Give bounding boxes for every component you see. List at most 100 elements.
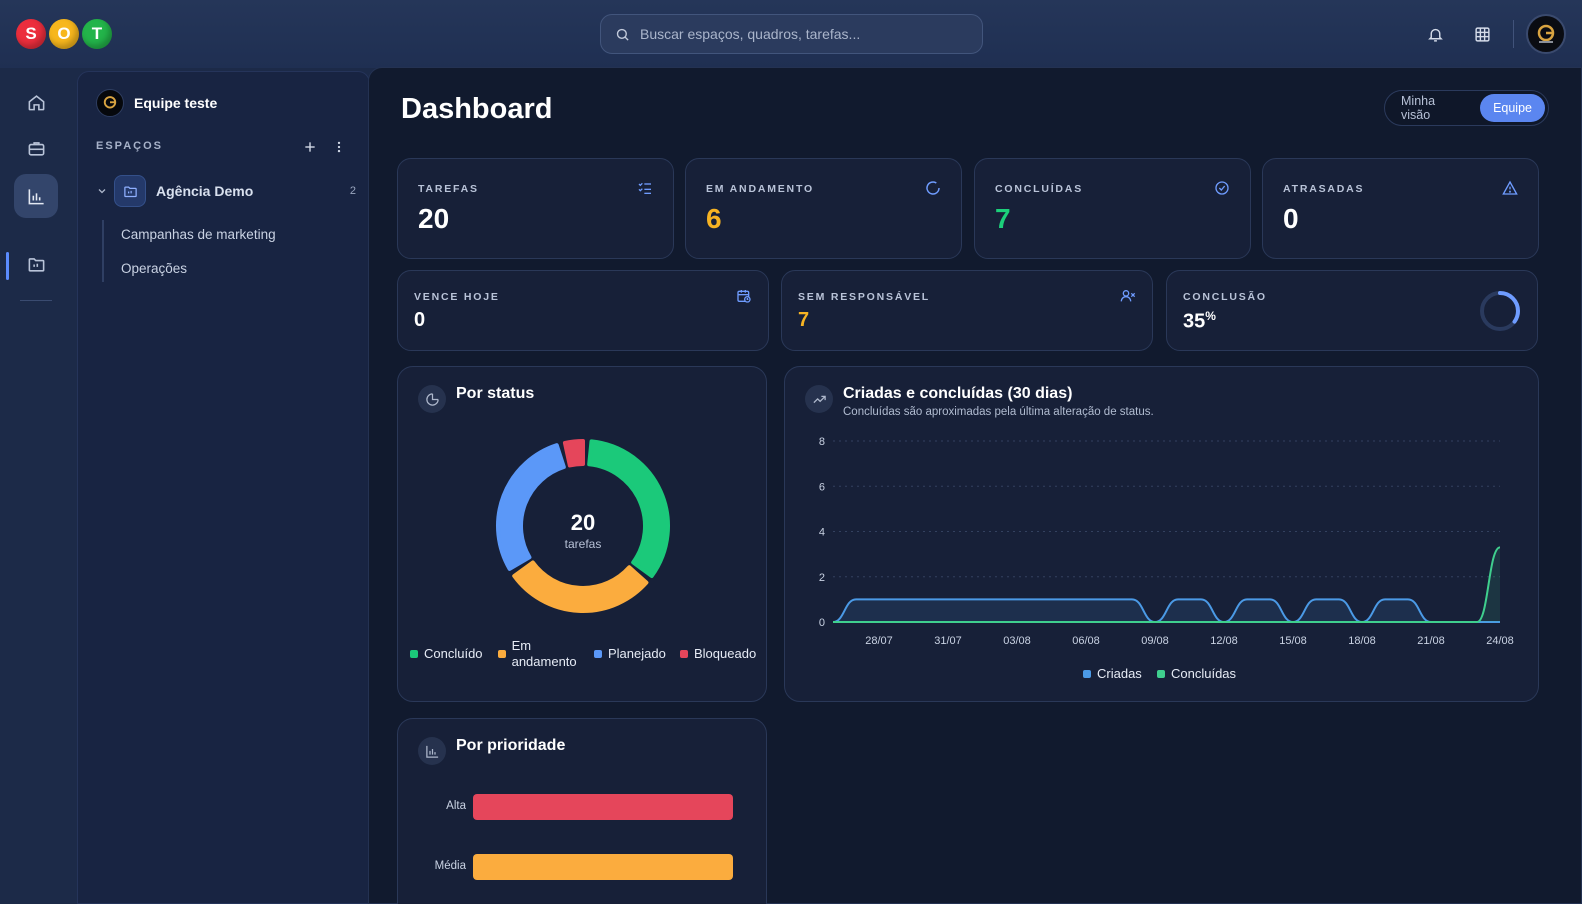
donut-slice-planejado[interactable] — [496, 443, 566, 571]
x-tick-label: 24/08 — [1486, 635, 1514, 647]
notifications-button[interactable] — [1423, 22, 1447, 46]
search-input[interactable]: Buscar espaços, quadros, tarefas... — [600, 14, 983, 54]
space-options-button[interactable] — [330, 138, 348, 156]
plus-icon — [305, 142, 315, 152]
stat-label: CONCLUSÃO — [1183, 291, 1267, 303]
stat-label: CONCLUÍDAS — [995, 183, 1083, 195]
panel-title: Por status — [456, 385, 535, 402]
chevron-down-icon[interactable] — [96, 185, 108, 197]
status-donut-chart: 20 tarefas — [496, 439, 670, 613]
panel-title: Criadas e concluídas (30 dias) — [843, 385, 1073, 402]
more-vertical-icon — [337, 141, 341, 153]
user-x-icon — [1119, 287, 1137, 305]
space-name: Agência Demo — [156, 183, 254, 199]
legend-swatch — [410, 649, 418, 658]
progress-ring-icon — [1480, 291, 1520, 331]
legend-label: Concluídas — [1171, 666, 1237, 681]
trend-chart: 0 2 4 6 8 28/07 31/07 03/08 06/08 09/08 12/08 15/08… — [819, 436, 1514, 647]
legend-label: Concluído — [424, 646, 483, 661]
apps-button[interactable] — [1470, 22, 1494, 46]
completion-value: 35 — [1183, 310, 1206, 333]
legend-item: Planejado — [594, 646, 666, 661]
logo-letter: T — [82, 19, 112, 49]
trend-panel: Criadas e concluídas (30 dias) Concluída… — [784, 366, 1539, 702]
x-tick-label: 18/08 — [1348, 635, 1376, 647]
y-tick-label: 2 — [819, 572, 825, 584]
priority-bar-média[interactable] — [473, 854, 733, 880]
team-name: Equipe teste — [134, 95, 218, 111]
stat-value: 6 — [706, 203, 722, 234]
nav-dashboard[interactable] — [14, 174, 58, 218]
nav-spaces[interactable] — [14, 242, 58, 286]
priority-bar-alta[interactable] — [473, 794, 733, 820]
donut-slice-bloqueado[interactable] — [562, 439, 585, 468]
stat-card-tasks: TAREFAS 20 — [397, 158, 674, 259]
check-circle-icon — [1213, 179, 1231, 197]
legend-swatch — [594, 649, 602, 658]
search-placeholder: Buscar espaços, quadros, tarefas... — [640, 26, 861, 42]
nav-home[interactable] — [14, 80, 58, 124]
y-tick-label: 6 — [819, 481, 825, 493]
toggle-my-view[interactable]: Minha visão — [1401, 94, 1436, 122]
legend-item: Criadas — [1083, 666, 1142, 681]
x-tick-label: 28/07 — [865, 635, 893, 647]
toggle-team[interactable]: Equipe — [1480, 94, 1545, 122]
x-tick-label: 09/08 — [1141, 635, 1169, 647]
series-line-criadas[interactable] — [832, 598, 1500, 624]
panel-subtitle: Concluídas são aproximadas pela última a… — [843, 406, 1154, 418]
x-tick-label: 21/08 — [1417, 635, 1445, 647]
space-item[interactable]: Agência Demo 2 — [96, 174, 356, 208]
x-tick-label: 06/08 — [1072, 635, 1100, 647]
user-avatar[interactable] — [1526, 14, 1566, 54]
donut-slice-em-andamento[interactable] — [512, 560, 649, 613]
stat-label: VENCE HOJE — [414, 291, 500, 303]
x-tick-label: 12/08 — [1210, 635, 1238, 647]
stat-label: TAREFAS — [418, 183, 479, 195]
donut-center-value: 20 — [571, 510, 595, 535]
nav-projects[interactable] — [14, 126, 58, 170]
bar-chart-icon — [418, 737, 446, 765]
team-logo-icon — [103, 96, 117, 109]
completion-unit: % — [1205, 309, 1216, 323]
legend-item: Concluído — [410, 646, 483, 661]
logo-letter: S — [16, 19, 46, 49]
stat-value: 7 — [995, 203, 1011, 234]
subitem-operacoes[interactable]: Operações — [121, 261, 188, 276]
calendar-clock-icon — [735, 287, 753, 305]
priority-panel: Por prioridade Alta Média — [397, 718, 767, 904]
spinner-icon — [924, 179, 942, 197]
legend-label: Planejado — [608, 646, 666, 661]
stat-card-overdue: ATRASADAS 0 — [1262, 158, 1539, 259]
y-tick-label: 4 — [819, 527, 825, 539]
add-space-button[interactable] — [301, 138, 319, 156]
tree-line — [102, 220, 104, 282]
space-icon-box — [114, 175, 146, 207]
bell-icon — [1427, 28, 1443, 42]
avatar-logo-icon — [1537, 24, 1555, 43]
alert-triangle-icon — [1501, 179, 1519, 197]
stat-value: 20 — [418, 203, 450, 234]
donut-center-label: tarefas — [565, 537, 602, 551]
legend-label: Em andamento — [511, 638, 577, 669]
legend-swatch — [1083, 669, 1091, 678]
app-logo[interactable]: S O T — [16, 18, 115, 50]
legend-swatch — [1157, 669, 1165, 678]
legend-item: Em andamento — [498, 638, 578, 670]
subitem-campanhas[interactable]: Campanhas de marketing — [121, 227, 276, 242]
stat-card-completion: CONCLUSÃO 35% — [1166, 270, 1538, 351]
donut-slice-concluído[interactable] — [587, 439, 670, 578]
briefcase-icon — [28, 141, 44, 156]
divider — [20, 300, 52, 301]
legend-label: Bloqueado — [694, 646, 757, 661]
y-tick-label: 0 — [819, 617, 825, 629]
series-line-concluídas[interactable] — [833, 546, 1501, 623]
panel-title: Por prioridade — [456, 737, 566, 754]
stat-card-unassigned: SEM RESPONSÁVEL 7 — [781, 270, 1153, 351]
page-title: Dashboard — [401, 93, 553, 125]
pie-chart-icon — [418, 385, 446, 413]
nav-rail — [0, 68, 72, 904]
team-avatar — [96, 89, 124, 117]
home-icon — [28, 94, 44, 110]
team-switcher[interactable]: Equipe teste — [96, 89, 217, 117]
x-tick-label: 15/08 — [1279, 635, 1307, 647]
